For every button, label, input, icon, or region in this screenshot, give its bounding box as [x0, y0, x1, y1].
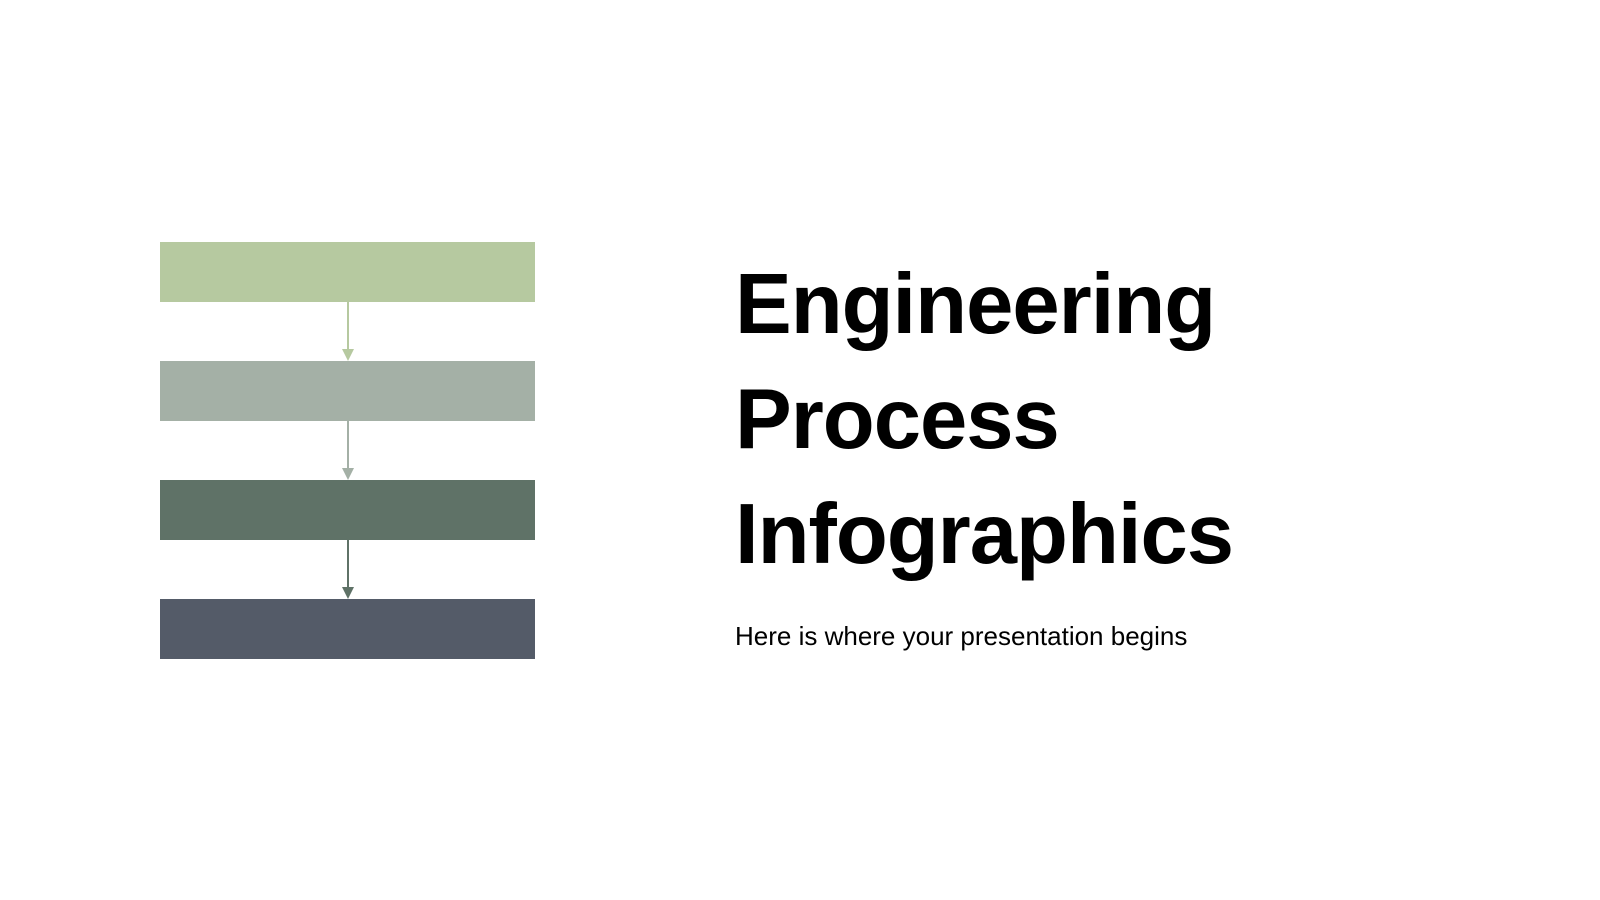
flow-bar-2	[160, 361, 535, 421]
slide: EngineeringProcessInfographics Here is w…	[0, 0, 1600, 900]
arrow-down-icon	[340, 302, 356, 361]
slide-title: EngineeringProcessInfographics	[735, 248, 1233, 592]
slide-subtitle: Here is where your presentation begins	[735, 621, 1233, 652]
title-line-1: Engineering	[735, 248, 1233, 363]
flow-bar-1	[160, 242, 535, 302]
title-line-3: Infographics	[735, 478, 1233, 593]
flow-bar-4	[160, 599, 535, 659]
flow-bar-3	[160, 480, 535, 540]
title-line-2: Process	[735, 363, 1233, 478]
process-flow-diagram	[160, 242, 535, 659]
arrow-down-icon	[340, 540, 356, 599]
arrow-down-icon	[340, 421, 356, 480]
text-column: EngineeringProcessInfographics Here is w…	[735, 248, 1233, 651]
